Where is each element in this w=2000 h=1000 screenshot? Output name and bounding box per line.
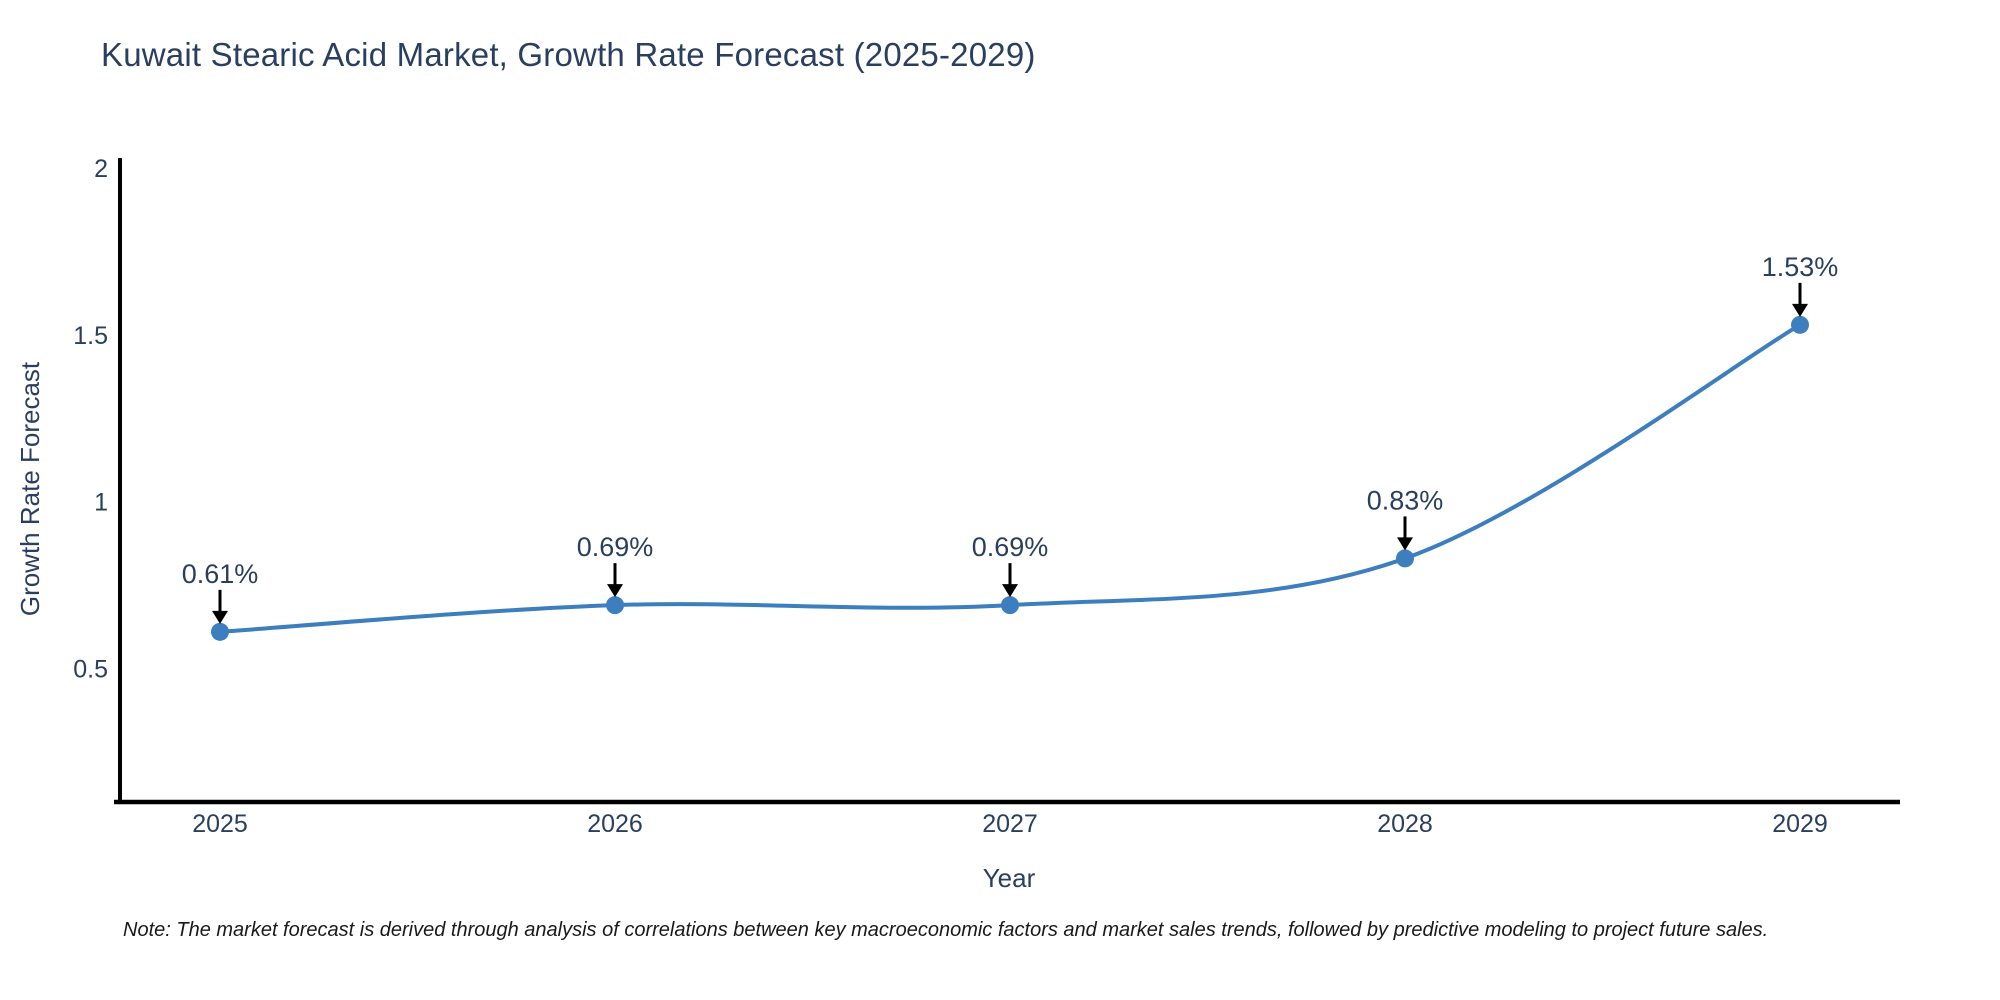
data-point-2028	[1396, 549, 1414, 568]
data-point-2029	[1791, 315, 1809, 334]
y-tick-label: 0.5	[73, 656, 108, 684]
x-tick-label: 2027	[982, 810, 1038, 838]
x-axis-title: Year	[982, 863, 1036, 893]
chart-title: Kuwait Stearic Acid Market, Growth Rate …	[101, 36, 1036, 73]
point-annotation: 0.83%	[1367, 485, 1444, 515]
point-annotation: 1.53%	[1762, 252, 1839, 282]
data-point-2025	[211, 622, 229, 641]
annotation-arrowhead	[212, 610, 228, 624]
annotation-arrowhead	[607, 584, 623, 598]
annotation-arrowhead	[1397, 537, 1413, 551]
point-annotation: 0.61%	[182, 559, 259, 589]
y-tick-label: 1.5	[73, 322, 108, 350]
point-annotation: 0.69%	[972, 532, 1049, 562]
annotation-arrowhead	[1792, 303, 1808, 317]
forecast-line	[218, 322, 1802, 634]
y-axis-title: Growth Rate Forecast	[15, 361, 45, 617]
y-tick-label: 2	[94, 155, 108, 183]
point-annotation: 0.69%	[577, 532, 654, 562]
x-tick-label: 2025	[192, 810, 248, 838]
x-tick-label: 2028	[1377, 810, 1433, 838]
data-point-2027	[1001, 596, 1019, 615]
annotation-arrowhead	[1002, 584, 1018, 598]
y-tick-label: 1	[94, 489, 108, 517]
footnote: Note: The market forecast is derived thr…	[123, 919, 1769, 941]
x-tick-label: 2029	[1772, 810, 1828, 838]
x-tick-label: 2026	[587, 810, 643, 838]
data-point-2026	[606, 596, 624, 615]
